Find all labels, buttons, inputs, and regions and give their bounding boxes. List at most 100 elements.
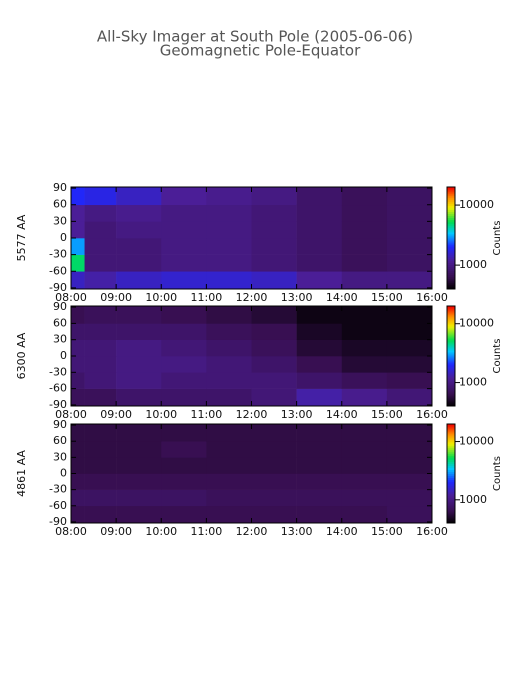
colorbar-swatch bbox=[447, 346, 455, 349]
y-tick-label: 30 bbox=[53, 214, 67, 227]
heatmap-cell bbox=[251, 271, 297, 290]
y-axis-label: 4861 AA bbox=[15, 450, 28, 497]
colorbar-swatch bbox=[447, 322, 455, 325]
colorbar-swatch bbox=[447, 209, 455, 212]
heatmap-cell bbox=[341, 271, 388, 290]
heatmap-cell bbox=[84, 323, 117, 340]
colorbar-swatch bbox=[447, 505, 455, 508]
heatmap-cell bbox=[84, 441, 117, 458]
heatmap-cell bbox=[296, 372, 343, 389]
heatmap-cell bbox=[116, 372, 162, 389]
heatmap-cell bbox=[341, 339, 388, 357]
heatmap-cell bbox=[71, 187, 85, 206]
colorbar-swatch bbox=[447, 509, 455, 512]
colorbar-swatch bbox=[447, 340, 455, 343]
colorbar-swatch bbox=[447, 219, 455, 223]
colorbar-swatch bbox=[447, 358, 455, 361]
colorbar-swatch bbox=[447, 246, 455, 249]
colorbar-swatch bbox=[447, 425, 455, 429]
heatmap-cell bbox=[116, 388, 162, 407]
colorbar-swatch bbox=[447, 264, 455, 268]
heatmap-cell bbox=[84, 489, 117, 507]
heatmap-cell bbox=[296, 457, 343, 474]
heatmap-cell bbox=[84, 388, 117, 407]
colorbar-label: Counts bbox=[492, 221, 503, 256]
colorbar-swatch bbox=[447, 398, 455, 401]
colorbar-swatch bbox=[447, 364, 455, 367]
heatmap-cell bbox=[84, 187, 117, 206]
colorbar-swatch bbox=[447, 348, 455, 351]
colorbar-swatch bbox=[447, 338, 455, 341]
colorbar-swatch bbox=[447, 211, 455, 215]
heatmap-cell bbox=[206, 187, 252, 206]
colorbar-swatch bbox=[447, 197, 455, 200]
heatmap-cell bbox=[386, 356, 433, 373]
heatmap-cell bbox=[116, 271, 162, 290]
heatmap-cell bbox=[71, 221, 85, 239]
heatmap-cell bbox=[71, 388, 85, 407]
heatmap-cell bbox=[161, 306, 207, 324]
colorbar-swatch bbox=[447, 193, 455, 196]
heatmap-cell bbox=[161, 372, 207, 389]
heatmap-cell bbox=[71, 238, 85, 255]
heatmap-cell bbox=[341, 372, 388, 389]
x-tick-label: 13:00 bbox=[281, 291, 313, 304]
colorbar-swatch bbox=[447, 258, 455, 261]
heatmap-cell bbox=[206, 254, 252, 272]
colorbar-swatch bbox=[447, 519, 455, 522]
colorbar-swatch bbox=[447, 372, 455, 375]
heatmap-cell bbox=[251, 323, 297, 340]
colorbar-swatch bbox=[447, 471, 455, 474]
heatmap-cell bbox=[116, 187, 162, 206]
heatmap-cell bbox=[296, 254, 343, 272]
colorbar-tick-label: 1000 bbox=[459, 376, 487, 389]
colorbar-swatch bbox=[447, 217, 455, 221]
colorbar-swatch bbox=[447, 386, 455, 389]
colorbar-label: Counts bbox=[492, 339, 503, 374]
x-tick-label: 08:00 bbox=[55, 525, 87, 538]
colorbar-swatch bbox=[447, 437, 455, 441]
heatmap-cell bbox=[296, 473, 343, 490]
colorbar-swatch bbox=[447, 352, 455, 355]
colorbar-swatch bbox=[447, 433, 455, 437]
heatmap-cell bbox=[341, 473, 388, 490]
colorbar-swatch bbox=[447, 318, 455, 321]
colorbar-swatch bbox=[447, 229, 455, 233]
colorbar-swatch bbox=[447, 507, 455, 510]
heatmap-cell bbox=[206, 238, 252, 255]
heatmap-cell bbox=[251, 339, 297, 357]
x-tick-label: 13:00 bbox=[281, 408, 313, 421]
heatmap-cell bbox=[116, 489, 162, 507]
heatmap-cell bbox=[116, 441, 162, 458]
colorbar-swatch bbox=[447, 213, 455, 217]
colorbar-swatch bbox=[447, 225, 455, 229]
heatmap-cell bbox=[296, 306, 343, 324]
colorbar-swatch bbox=[447, 223, 455, 227]
y-tick-label: 0 bbox=[60, 467, 67, 480]
colorbar-swatch bbox=[447, 244, 455, 247]
y-tick-label: 60 bbox=[53, 434, 67, 447]
colorbar-swatch bbox=[447, 332, 455, 335]
heatmap-cell bbox=[116, 473, 162, 490]
colorbar-swatch bbox=[447, 402, 455, 405]
colorbar-swatch bbox=[447, 189, 455, 192]
colorbar-swatch bbox=[447, 439, 455, 443]
x-tick-label: 12:00 bbox=[236, 291, 268, 304]
colorbar-swatch bbox=[447, 248, 455, 251]
heatmap-cell bbox=[84, 424, 117, 442]
x-tick-label: 14:00 bbox=[326, 525, 358, 538]
x-tick-label: 09:00 bbox=[100, 525, 132, 538]
heatmap-cell bbox=[296, 356, 343, 373]
colorbar-swatch bbox=[447, 459, 455, 463]
heatmap-cell bbox=[251, 254, 297, 272]
colorbar-swatch bbox=[447, 276, 455, 280]
colorbar-swatch bbox=[447, 312, 455, 315]
colorbar-swatch bbox=[447, 233, 455, 237]
heatmap-cell bbox=[116, 505, 162, 524]
panel: -90 -60 -30 0 30 60 90 08:00 09:00 10:00 11:00 12:0… bbox=[15, 181, 503, 304]
heatmap-cell bbox=[251, 356, 297, 373]
heatmap-cell bbox=[296, 271, 343, 290]
colorbar-tick-label: 10000 bbox=[459, 198, 494, 211]
colorbar-swatch bbox=[447, 320, 455, 323]
